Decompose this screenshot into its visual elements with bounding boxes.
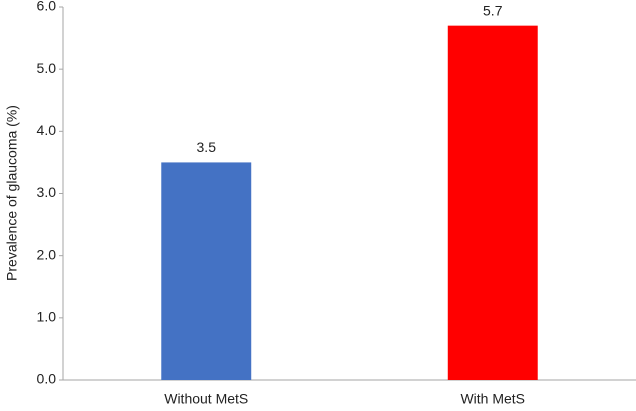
y-tick-label: 6.0	[37, 0, 57, 14]
y-tick-label: 3.0	[37, 184, 57, 200]
y-axis-label: Prevalence of glaucoma (%)	[4, 105, 20, 281]
value-label: 5.7	[483, 2, 503, 18]
bar	[447, 25, 538, 381]
value-label: 3.5	[197, 139, 217, 155]
y-tick-label: 1.0	[37, 309, 57, 325]
y-tick-label: 0.0	[37, 371, 57, 387]
x-tick-label: With MetS	[460, 391, 525, 407]
y-tick-label: 2.0	[37, 246, 57, 262]
bar	[161, 162, 252, 380]
x-tick-label: Without MetS	[164, 391, 248, 407]
y-tick-label: 4.0	[37, 122, 57, 138]
y-tick-label: 5.0	[37, 60, 57, 76]
